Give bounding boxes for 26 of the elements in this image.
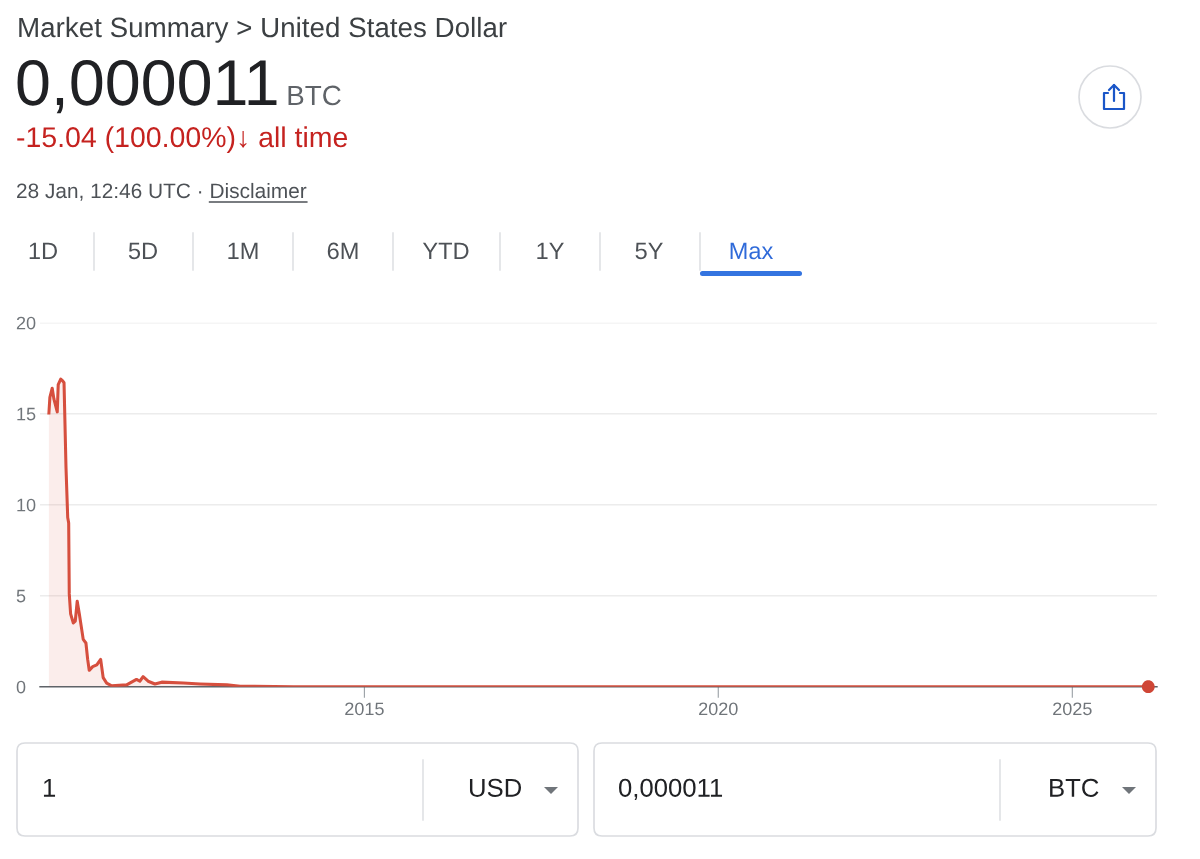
text: BTC (1050, 778, 1099, 797)
y-tick-label: 0 (16, 680, 26, 694)
text: 1 (43, 778, 56, 797)
x-tick-label: 2020 (699, 702, 738, 716)
y-tick-label: 20 (16, 316, 36, 330)
chart-title: Market Summary > United States Dollar (19, 16, 507, 43)
text: 1D (29, 242, 57, 259)
text: Max (730, 242, 774, 260)
text: 28 Jan, 12:46 UTC · (17, 183, 202, 201)
x-tick-label: 2025 (1053, 702, 1092, 716)
text: 0,000011 (17, 59, 277, 114)
text: -15.04 (100.00%)↓ all time (17, 126, 348, 153)
y-tick-label: 10 (17, 498, 36, 512)
y-tick-label: 15 (17, 407, 36, 421)
text: USD (469, 778, 522, 797)
text: 0,000011 (619, 778, 723, 800)
text: 5D (128, 242, 157, 260)
x-tick-label: 2015 (345, 702, 384, 716)
text: 5Y (635, 242, 663, 260)
text: 1M (228, 242, 258, 259)
text: 1Y (537, 242, 564, 259)
text: 6M (327, 242, 358, 260)
text: YTD (422, 242, 469, 259)
y-tick-label: 5 (16, 589, 26, 603)
text: BTC (288, 85, 341, 106)
text: Disclaimer (211, 182, 307, 199)
